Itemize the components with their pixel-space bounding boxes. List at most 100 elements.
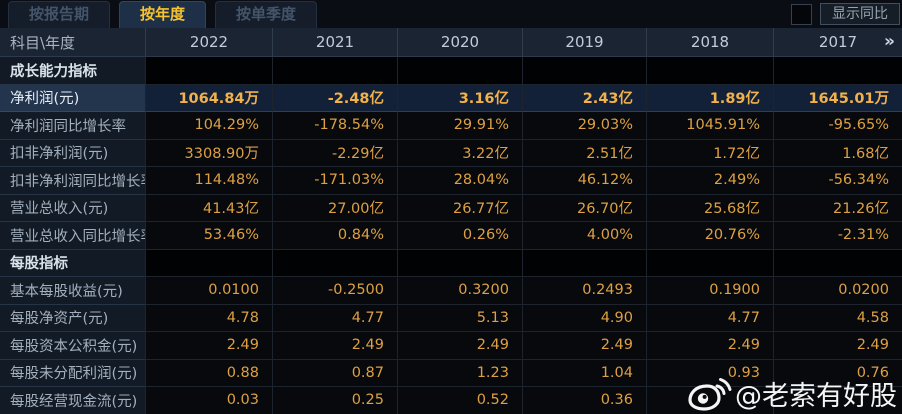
row-label: 基本每股收益(元) <box>0 277 145 305</box>
row-label: 营业总收入同比增长率 <box>0 222 145 250</box>
yoy-controls: 显示同比 <box>791 3 902 25</box>
table-cell: 26.77亿 <box>397 194 522 222</box>
tab-by-year[interactable]: 按年度 <box>119 1 207 28</box>
table-cell: 28.04% <box>397 167 522 195</box>
table-cell <box>773 57 902 85</box>
table-cell: 3308.90万 <box>145 139 272 167</box>
table-cell: -0.2500 <box>272 277 397 305</box>
table-cell: 0.36 <box>522 387 646 414</box>
table-row[interactable]: 净利润(元) 1064.84万 -2.48亿 3.16亿 2.43亿 1.89亿… <box>0 84 902 112</box>
table-cell: 104.29% <box>145 112 272 140</box>
tab-by-report-period[interactable]: 按报告期 <box>8 1 111 28</box>
table-cell <box>646 57 773 85</box>
table-body: 成长能力指标 净利润(元) 1064.84万 -2.48亿 3.16亿 2.43… <box>0 57 902 414</box>
table-cell: -171.03% <box>272 167 397 195</box>
table-row[interactable]: 扣非净利润同比增长率 114.48% -171.03% 28.04% 46.12… <box>0 167 902 195</box>
table-cell <box>646 249 773 277</box>
table-cell: 29.91% <box>397 112 522 140</box>
table-cell: 2.49 <box>272 332 397 360</box>
table-cell: 21.26亿 <box>773 194 902 222</box>
table-cell: -2.31% <box>773 222 902 250</box>
table-cell: 0.03 <box>145 387 272 414</box>
row-label: 净利润同比增长率 <box>0 112 145 140</box>
year-column-header[interactable]: 2021 <box>272 28 397 56</box>
section-row[interactable]: 成长能力指标 <box>0 57 902 85</box>
table-cell: -95.65% <box>773 112 902 140</box>
table-cell <box>397 57 522 85</box>
table-cell: 1045.91% <box>646 112 773 140</box>
table-cell: 1.72亿 <box>646 139 773 167</box>
table-row[interactable]: 营业总收入(元) 41.43亿 27.00亿 26.77亿 26.70亿 25.… <box>0 194 902 222</box>
row-label: 净利润(元) <box>0 84 145 112</box>
show-yoy-checkbox[interactable] <box>791 3 812 25</box>
table-cell: 3.16亿 <box>397 84 522 112</box>
table-cell: -2.48亿 <box>272 84 397 112</box>
table-row[interactable]: 基本每股收益(元) 0.0100 -0.2500 0.3200 0.2493 0… <box>0 277 902 305</box>
table-cell: 0.88 <box>145 359 272 387</box>
tab-bar: 按报告期 按年度 按单季度 显示同比 <box>0 0 902 28</box>
table-cell: 2.49 <box>145 332 272 360</box>
table-cell: 29.03% <box>522 112 646 140</box>
table-cell <box>773 387 902 414</box>
row-label: 扣非净利润(元) <box>0 139 145 167</box>
table-row[interactable]: 扣非净利润(元) 3308.90万 -2.29亿 3.22亿 2.51亿 1.7… <box>0 139 902 167</box>
table-cell: 20.76% <box>646 222 773 250</box>
table-cell <box>272 249 397 277</box>
table-cell: 0.52 <box>397 387 522 414</box>
table-cell: 114.48% <box>145 167 272 195</box>
table-cell: 0.76 <box>773 359 902 387</box>
row-label: 成长能力指标 <box>0 57 145 85</box>
more-years-chevron-icon[interactable]: » <box>884 31 895 52</box>
table-cell: 0.0200 <box>773 277 902 305</box>
table-cell: 4.78 <box>145 304 272 332</box>
table-cell <box>145 57 272 85</box>
row-label: 每股未分配利润(元) <box>0 359 145 387</box>
table-cell: 2.49 <box>522 332 646 360</box>
table-cell: 4.90 <box>522 304 646 332</box>
row-label: 每股指标 <box>0 249 145 277</box>
table-row[interactable]: 每股净资产(元) 4.78 4.77 5.13 4.90 4.77 4.58 <box>0 304 902 332</box>
table-cell: 0.3200 <box>397 277 522 305</box>
table-cell: 4.77 <box>646 304 773 332</box>
table-cell: 3.22亿 <box>397 139 522 167</box>
table-cell: 0.2493 <box>522 277 646 305</box>
row-label: 每股资本公积金(元) <box>0 332 145 360</box>
table-cell: 1645.01万 <box>773 84 902 112</box>
table-cell: 2.49 <box>773 332 902 360</box>
show-yoy-label[interactable]: 显示同比 <box>820 3 900 25</box>
table-cell: 53.46% <box>145 222 272 250</box>
year-column-header[interactable]: 2019 <box>522 28 646 56</box>
table-cell: 1.04 <box>522 359 646 387</box>
section-row[interactable]: 每股指标 <box>0 249 902 277</box>
row-label: 扣非净利润同比增长率 <box>0 167 145 195</box>
table-cell <box>773 249 902 277</box>
tab-by-quarter[interactable]: 按单季度 <box>215 1 318 28</box>
table-cell: 2.49 <box>397 332 522 360</box>
table-row[interactable]: 每股经营现金流(元) 0.03 0.25 0.52 0.36 <box>0 387 902 414</box>
table-cell: 0.1900 <box>646 277 773 305</box>
table-cell: 2.49% <box>646 167 773 195</box>
table-row[interactable]: 净利润同比增长率 104.29% -178.54% 29.91% 29.03% … <box>0 112 902 140</box>
table-row[interactable]: 营业总收入同比增长率 53.46% 0.84% 0.26% 4.00% 20.7… <box>0 222 902 250</box>
table-cell <box>397 249 522 277</box>
table-cell: 1.23 <box>397 359 522 387</box>
table-cell: 5.13 <box>397 304 522 332</box>
year-column-header[interactable]: 2018 <box>646 28 773 56</box>
year-column-header[interactable]: 2022 <box>145 28 272 56</box>
table-cell: 2.51亿 <box>522 139 646 167</box>
year-column-label: 2017 <box>818 33 858 51</box>
row-label: 每股经营现金流(元) <box>0 387 145 414</box>
table-cell: 4.00% <box>522 222 646 250</box>
table-cell <box>522 57 646 85</box>
table-row[interactable]: 每股资本公积金(元) 2.49 2.49 2.49 2.49 2.49 2.49 <box>0 332 902 360</box>
corner-header: 科目\年度 <box>10 33 76 52</box>
year-column-header[interactable]: 2020 <box>397 28 522 56</box>
table-cell: 0.25 <box>272 387 397 414</box>
table-cell: 26.70亿 <box>522 194 646 222</box>
table-row[interactable]: 每股未分配利润(元) 0.88 0.87 1.23 1.04 0.93 0.76 <box>0 359 902 387</box>
table-cell: 1064.84万 <box>145 84 272 112</box>
year-column-header[interactable]: 2017 » <box>773 28 902 56</box>
table-header-row: 科目\年度 2022 2021 2020 2019 2018 2017 » <box>0 28 902 57</box>
table-cell: 1.89亿 <box>646 84 773 112</box>
